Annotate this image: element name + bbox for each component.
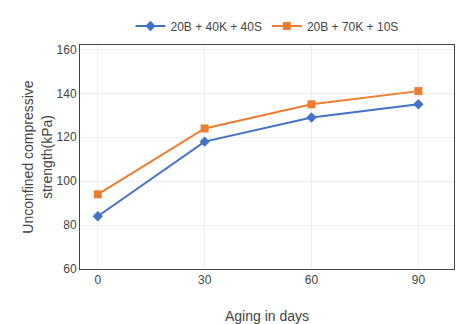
svg-text:160: 160 xyxy=(57,43,77,57)
svg-text:90: 90 xyxy=(412,273,426,287)
svg-text:Unconfined compressivestrength: Unconfined compressivestrength(kPa) xyxy=(20,80,54,234)
svg-text:30: 30 xyxy=(198,273,212,287)
svg-text:60: 60 xyxy=(63,262,77,276)
svg-text:80: 80 xyxy=(63,218,77,232)
svg-text:120: 120 xyxy=(57,130,77,144)
svg-text:0: 0 xyxy=(94,273,101,287)
svg-text:20B + 70K + 10S: 20B + 70K + 10S xyxy=(307,20,398,34)
svg-text:20B + 40K + 40S: 20B + 40K + 40S xyxy=(171,20,262,34)
svg-text:100: 100 xyxy=(57,174,77,188)
svg-text:60: 60 xyxy=(305,273,319,287)
svg-text:140: 140 xyxy=(57,87,77,101)
svg-text:Aging in days: Aging in days xyxy=(225,308,309,324)
